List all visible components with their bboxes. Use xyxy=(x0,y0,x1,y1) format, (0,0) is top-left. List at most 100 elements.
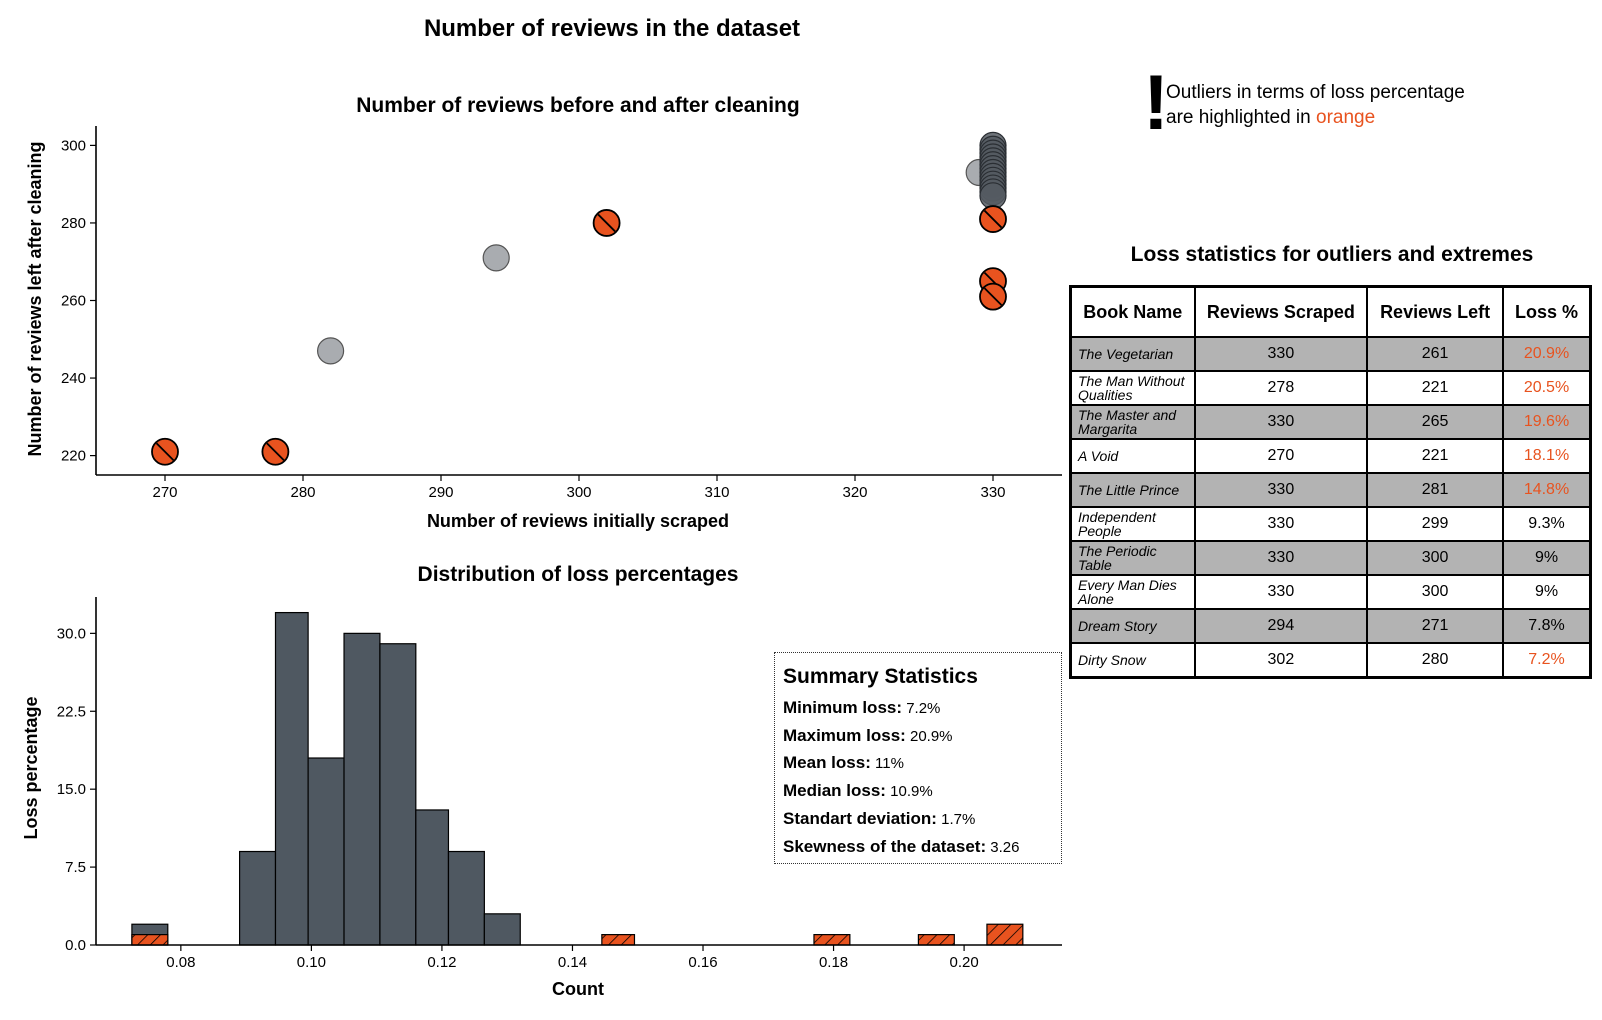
loss-percent-cell: 19.6% xyxy=(1502,404,1592,440)
book-name-cell: The Man Without Qualities xyxy=(1069,370,1196,406)
reviews-left-cell: 280 xyxy=(1366,642,1504,679)
outlier-note: Outliers in terms of loss percentage are… xyxy=(1166,80,1465,130)
loss-percent-cell: 14.8% xyxy=(1502,472,1592,508)
loss-percent-cell: 18.1% xyxy=(1502,438,1592,474)
histogram-outlier-bar xyxy=(601,934,636,946)
histogram-x-tick-label: 0.10 xyxy=(297,954,326,971)
reviews-left-cell: 265 xyxy=(1366,404,1504,440)
scatter-x-tick-label: 330 xyxy=(980,484,1005,501)
table-row: Independent People 330 299 9.3% xyxy=(1069,506,1592,542)
histogram-y-tick-label: 30.0 xyxy=(57,625,86,642)
reviews-scraped-cell: 330 xyxy=(1193,404,1369,440)
scatter-x-tick-label: 280 xyxy=(290,484,315,501)
table-row: The Little Prince 330 281 14.8% xyxy=(1069,472,1592,508)
table-body: The Vegetarian 330 261 20.9% The Man Without… xyxy=(1069,336,1592,679)
scatter-y-axis-label: Number of reviews left after cleaning xyxy=(25,141,45,456)
summary-label: Mean loss: xyxy=(783,753,871,773)
book-name-cell: Dream Story xyxy=(1069,608,1196,644)
book-name-cell: A Void xyxy=(1069,438,1196,474)
loss-percent-cell: 7.2% xyxy=(1502,642,1592,679)
histogram-x-tick-label: 0.12 xyxy=(427,954,456,971)
summary-statistics-box: Summary Statistics Minimum loss: 7.2% Max… xyxy=(774,652,1062,864)
scatter-outlier-point xyxy=(592,209,621,237)
histogram-x-tick-label: 0.20 xyxy=(949,954,978,971)
summary-row: Mean loss: 11% xyxy=(783,750,1053,778)
table-row: The Vegetarian 330 261 20.9% xyxy=(1069,336,1592,372)
summary-label: Skewness of the dataset: xyxy=(783,836,987,856)
book-name-cell: The Master and Margarita xyxy=(1069,404,1196,440)
histogram-x-tick-label: 0.08 xyxy=(166,954,195,971)
summary-label: Maximum loss: xyxy=(783,725,906,745)
scatter-y-tick-label: 280 xyxy=(61,215,86,232)
histogram-y-tick-label: 22.5 xyxy=(57,703,86,720)
summary-row: Skewness of the dataset: 3.26 xyxy=(783,834,1053,862)
histogram-y-axis-label: Loss percentage xyxy=(21,696,41,839)
histogram-bar xyxy=(343,632,381,946)
summary-value: 3.26 xyxy=(990,838,1020,856)
summary-label: Median loss: xyxy=(783,781,886,801)
histogram-bar xyxy=(415,809,450,946)
summary-row: Maximum loss: 20.9% xyxy=(783,723,1053,751)
scatter-point xyxy=(979,182,1007,210)
histogram-outlier-bar xyxy=(813,934,851,946)
histogram-x-tick-label: 0.18 xyxy=(819,954,848,971)
histogram-bar xyxy=(274,611,309,946)
summary-title: Summary Statistics xyxy=(783,665,978,688)
histogram-x-axis-label: Count xyxy=(552,979,604,999)
histogram-y-tick-label: 15.0 xyxy=(57,781,86,798)
header-book-name: Book Name xyxy=(1069,285,1196,338)
loss-percent-cell: 20.5% xyxy=(1502,370,1592,406)
summary-row: Standart deviation: 1.7% xyxy=(783,806,1053,834)
table-title: Loss statistics for outliers and extreme… xyxy=(1130,243,1534,266)
reviews-scraped-cell: 294 xyxy=(1193,608,1369,644)
scatter-outlier-point xyxy=(979,282,1007,311)
table-header-row: Book Name Reviews Scraped Reviews Left L… xyxy=(1069,285,1592,338)
table-row: The Periodic Table 330 300 9% xyxy=(1069,540,1592,576)
book-name-cell: Every Man Dies Alone xyxy=(1069,574,1196,610)
scatter-x-tick-label: 320 xyxy=(842,484,867,501)
summary-rows: Minimum loss: 7.2% Maximum loss: 20.9% Mea… xyxy=(783,695,1053,861)
book-name-cell: The Periodic Table xyxy=(1069,540,1196,576)
scatter-point xyxy=(317,337,345,365)
table-row: The Man Without Qualities 278 221 20.5% xyxy=(1069,370,1592,406)
scatter-points xyxy=(151,131,1007,466)
note-line-2: are highlighted in orange xyxy=(1166,105,1465,130)
scatter-axes: 270 280 290 300 310 320 330 220 240 260 280 300 xyxy=(61,126,1062,501)
histogram-y-tick-label: 7.5 xyxy=(65,859,86,876)
histogram-outlier-bar xyxy=(131,934,169,946)
histogram-y-tick-label: 0.0 xyxy=(65,937,86,954)
scatter-x-tick-label: 300 xyxy=(566,484,591,501)
reviews-left-cell: 221 xyxy=(1366,370,1504,406)
book-name-cell: The Vegetarian xyxy=(1069,336,1196,372)
reviews-left-cell: 221 xyxy=(1366,438,1504,474)
reviews-scraped-cell: 330 xyxy=(1193,472,1369,508)
loss-percent-cell: 9% xyxy=(1502,540,1592,576)
table-row: Dream Story 294 271 7.8% xyxy=(1069,608,1592,644)
header-loss-percent: Loss % xyxy=(1502,285,1592,338)
table-row: Dirty Snow 302 280 7.2% xyxy=(1069,642,1592,679)
histogram-x-tick-label: 0.14 xyxy=(558,954,587,971)
histogram-outlier-bar xyxy=(986,923,1024,946)
note-line-1: Outliers in terms of loss percentage xyxy=(1166,82,1465,103)
histogram-bar xyxy=(379,643,417,946)
summary-label: Minimum loss: xyxy=(783,698,903,717)
histogram-bar xyxy=(483,913,521,946)
scatter-title: Number of reviews before and after clean… xyxy=(356,94,799,117)
summary-value: 7.2% xyxy=(906,700,941,717)
histogram-x-tick-label: 0.16 xyxy=(688,954,717,971)
histogram-outlier-bar xyxy=(917,934,955,946)
histogram-title: Distribution of loss percentages xyxy=(418,563,739,586)
histogram-bars xyxy=(131,611,1024,946)
scatter-x-tick-label: 310 xyxy=(704,484,729,501)
loss-percent-cell: 7.8% xyxy=(1502,608,1592,644)
header-reviews-left: Reviews Left xyxy=(1366,285,1504,338)
scatter-x-tick-label: 270 xyxy=(152,484,177,501)
loss-percent-cell: 9% xyxy=(1502,574,1592,610)
scatter-x-axis-label: Number of reviews initially scraped xyxy=(427,511,729,531)
loss-statistics-table: Book Name Reviews Scraped Reviews Left L… xyxy=(1069,285,1592,679)
summary-label: Standart deviation: xyxy=(783,808,937,828)
reviews-left-cell: 299 xyxy=(1366,506,1504,542)
scatter-y-tick-label: 220 xyxy=(61,448,86,465)
reviews-left-cell: 300 xyxy=(1366,574,1504,610)
